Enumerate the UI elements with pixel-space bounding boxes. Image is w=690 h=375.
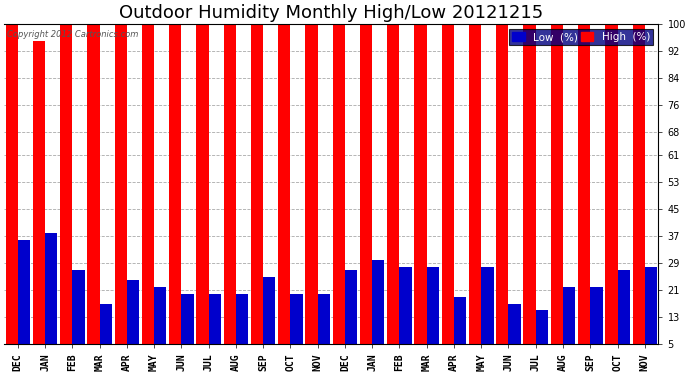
Bar xyxy=(360,24,372,344)
Text: Copyright 2012 Cartronics.com: Copyright 2012 Cartronics.com xyxy=(8,30,139,39)
Bar xyxy=(278,24,290,344)
Bar xyxy=(469,24,481,344)
Bar xyxy=(563,287,575,344)
Bar xyxy=(127,280,139,344)
Bar xyxy=(60,24,72,344)
Bar xyxy=(99,304,112,344)
Bar xyxy=(317,294,330,344)
Bar xyxy=(387,24,400,344)
Bar xyxy=(169,24,181,344)
Bar xyxy=(481,267,493,344)
Bar xyxy=(181,294,194,344)
Bar xyxy=(6,24,18,344)
Bar xyxy=(426,267,439,344)
Bar xyxy=(633,24,644,344)
Bar xyxy=(524,24,535,344)
Bar xyxy=(400,267,412,344)
Bar xyxy=(197,24,208,344)
Bar xyxy=(88,24,99,344)
Bar xyxy=(454,297,466,344)
Bar xyxy=(45,233,57,344)
Bar xyxy=(142,24,154,344)
Bar xyxy=(509,304,521,344)
Bar xyxy=(263,277,275,344)
Bar xyxy=(415,24,426,344)
Bar xyxy=(236,294,248,344)
Bar xyxy=(306,24,317,344)
Bar xyxy=(578,24,590,344)
Bar xyxy=(535,310,548,344)
Bar xyxy=(115,24,127,344)
Title: Outdoor Humidity Monthly High/Low 20121215: Outdoor Humidity Monthly High/Low 201212… xyxy=(119,4,544,22)
Bar xyxy=(224,24,236,344)
Bar xyxy=(590,287,602,344)
Bar xyxy=(154,287,166,344)
Bar xyxy=(618,270,630,344)
Bar xyxy=(605,24,618,344)
Bar xyxy=(644,267,657,344)
Bar xyxy=(551,24,563,344)
Bar xyxy=(251,24,263,344)
Bar xyxy=(345,270,357,344)
Bar xyxy=(33,40,45,344)
Bar xyxy=(442,24,454,344)
Bar xyxy=(372,260,384,344)
Bar xyxy=(496,24,509,344)
Bar xyxy=(290,294,303,344)
Bar xyxy=(208,294,221,344)
Bar xyxy=(18,240,30,344)
Bar xyxy=(72,270,85,344)
Bar xyxy=(333,24,345,344)
Legend: Low  (%), High  (%): Low (%), High (%) xyxy=(509,29,653,45)
